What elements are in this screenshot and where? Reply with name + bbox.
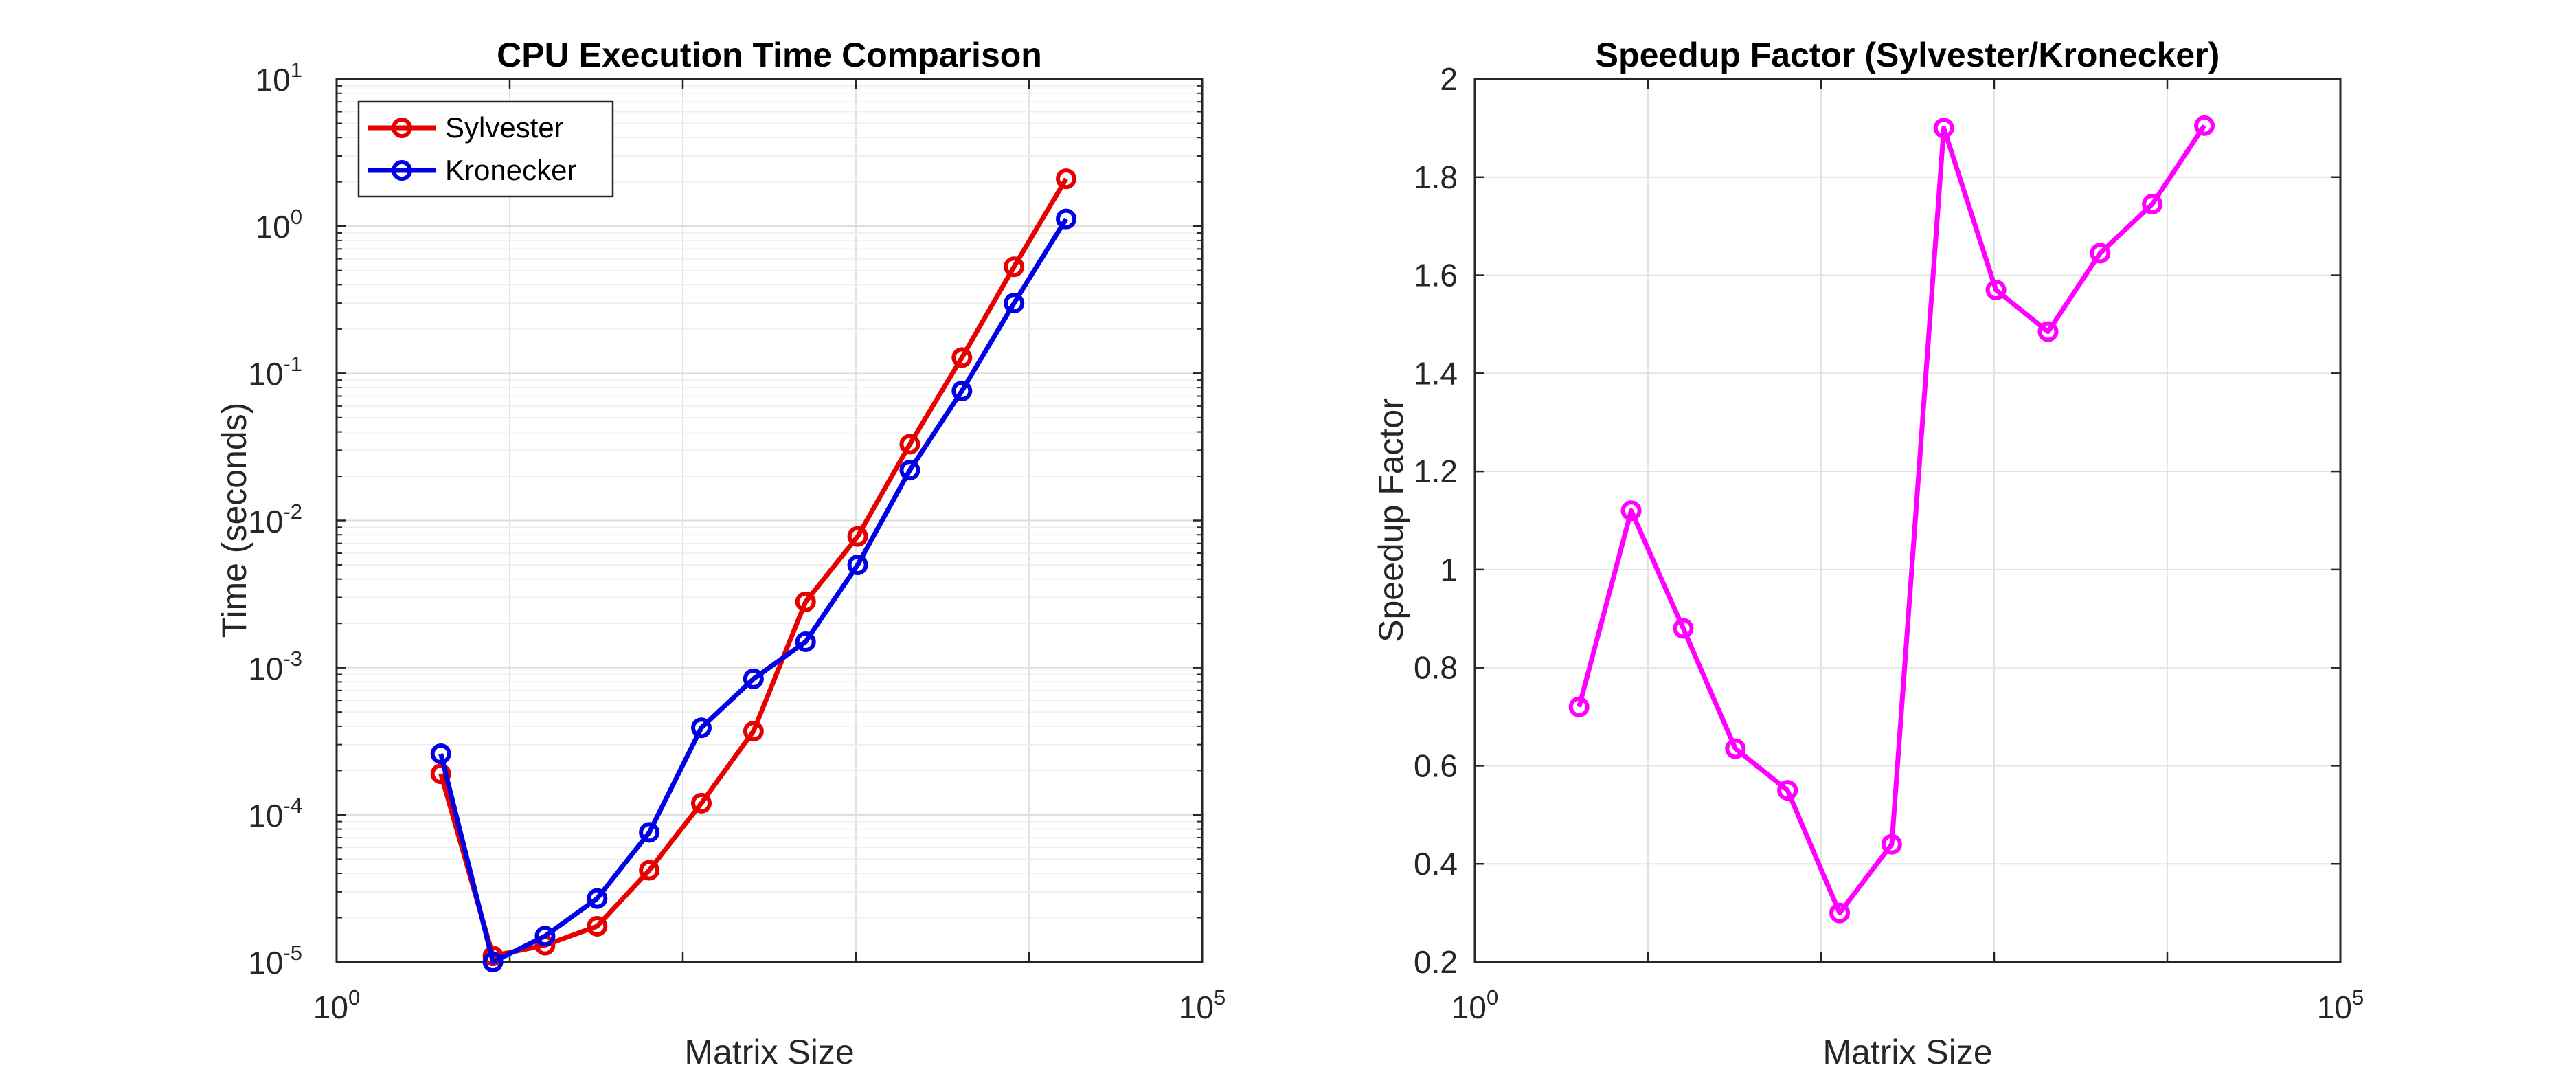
data-point [639, 822, 660, 843]
data-point [1056, 168, 1077, 190]
data-point [2142, 194, 2163, 215]
data-point [1985, 279, 2007, 300]
y-tick-label: 10-3 [248, 647, 302, 686]
series-line [438, 217, 1068, 965]
x-axis-label: Matrix Size [684, 1033, 854, 1071]
data-point [795, 591, 816, 612]
y-tick-labels: 0.2 0.4 0.6 0.8 1 1.2 1.4 1.6 1.8 2 [1414, 61, 1458, 980]
y-tick-label: 0.6 [1414, 748, 1458, 783]
y-tick-label: 101 [256, 58, 302, 98]
y-tick-label: 1.6 [1414, 258, 1458, 293]
tick-marks [335, 78, 1204, 963]
y-axis-label: Time (seconds) [215, 403, 253, 638]
x-tick-label: 105 [1179, 985, 1225, 1025]
plot-area [1475, 79, 2340, 962]
x-tick-label: 100 [313, 985, 360, 1025]
data-point [2037, 321, 2059, 342]
data-point [430, 763, 451, 785]
x-tick-label: 105 [2317, 985, 2364, 1025]
legend-marker [392, 160, 412, 181]
data-point [847, 526, 868, 547]
y-tick-label: 1.8 [1414, 159, 1458, 195]
data-point [1933, 118, 1954, 139]
tick-marks [1473, 78, 2342, 963]
data-point [1725, 738, 1746, 759]
legend-entry-kronecker: Kronecker [368, 154, 576, 186]
data-point [534, 926, 556, 947]
legend-marker [392, 118, 412, 138]
y-tick-label: 1.2 [1414, 454, 1458, 489]
data-point [2090, 243, 2111, 264]
legend-label: Sylvester [445, 111, 564, 144]
axes-box [1473, 78, 2342, 963]
series [1568, 115, 2215, 924]
y-tick-label: 0.4 [1414, 846, 1458, 882]
legend: Sylvester Kronecker [357, 100, 614, 198]
chart-title: Speedup Factor (Sylvester/Kronecker) [1596, 36, 2220, 74]
data-point [1004, 293, 1025, 314]
data-point [1056, 208, 1077, 230]
data-point [1829, 902, 1851, 924]
data-point [795, 631, 816, 652]
data-point [1004, 256, 1025, 278]
y-tick-label: 2 [1440, 61, 1458, 97]
y-tick-label: 1 [1440, 552, 1458, 588]
data-point [587, 915, 608, 937]
data-point [1777, 780, 1798, 801]
y-tick-label: 10-5 [248, 941, 302, 981]
data-point [951, 347, 973, 368]
data-point [1568, 696, 1590, 717]
data-point [847, 554, 868, 575]
data-point [899, 434, 920, 455]
y-axis-label: Speedup Factor [1372, 398, 1410, 642]
x-axis-label: Matrix Size [1822, 1033, 1992, 1071]
y-tick-label: 0.2 [1414, 944, 1458, 980]
data-point [899, 460, 920, 481]
y-tick-label: 100 [256, 205, 302, 245]
legend-box [357, 100, 614, 198]
data-point [691, 792, 712, 814]
data-point [951, 380, 973, 401]
series-line [1577, 124, 2206, 916]
data-point [587, 888, 608, 909]
y-tick-label: 10-4 [248, 794, 302, 834]
series [430, 168, 1077, 972]
time-comparison-axes: CPU Execution Time Comparison Matrix Siz… [215, 36, 1225, 1071]
data-point [482, 952, 504, 972]
x-tick-label: 100 [1451, 985, 1498, 1025]
legend-label: Kronecker [445, 154, 576, 186]
data-point [691, 717, 712, 739]
data-point [430, 743, 451, 764]
data-point [639, 860, 660, 881]
legend-entry-sylvester: Sylvester [368, 111, 564, 144]
data-point [1881, 834, 1902, 855]
speedup-factor-axes: Speedup Factor (Sylvester/Kronecker) Mat… [1372, 36, 2364, 1071]
data-point [743, 668, 764, 689]
data-point [743, 721, 764, 742]
y-tick-label: 0.8 [1414, 650, 1458, 686]
data-point [1620, 500, 1642, 522]
y-tick-label: 10-2 [248, 500, 302, 539]
y-tick-label: 10-1 [248, 352, 302, 392]
grid [336, 78, 1203, 963]
chart-title: CPU Execution Time Comparison [497, 36, 1042, 74]
data-point [2194, 115, 2215, 136]
data-point [1673, 618, 1694, 639]
y-tick-label: 1.4 [1414, 355, 1458, 391]
